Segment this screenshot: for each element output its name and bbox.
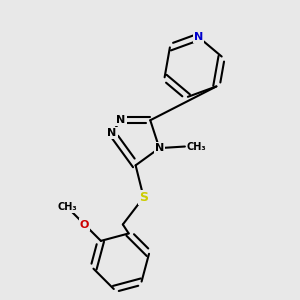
Text: S: S [139,191,148,204]
Text: N: N [116,115,126,125]
Text: CH₃: CH₃ [57,202,77,212]
Text: O: O [80,220,89,230]
Text: CH₃: CH₃ [186,142,206,152]
Text: N: N [107,128,116,138]
Text: N: N [155,143,164,153]
Text: N: N [194,32,203,42]
